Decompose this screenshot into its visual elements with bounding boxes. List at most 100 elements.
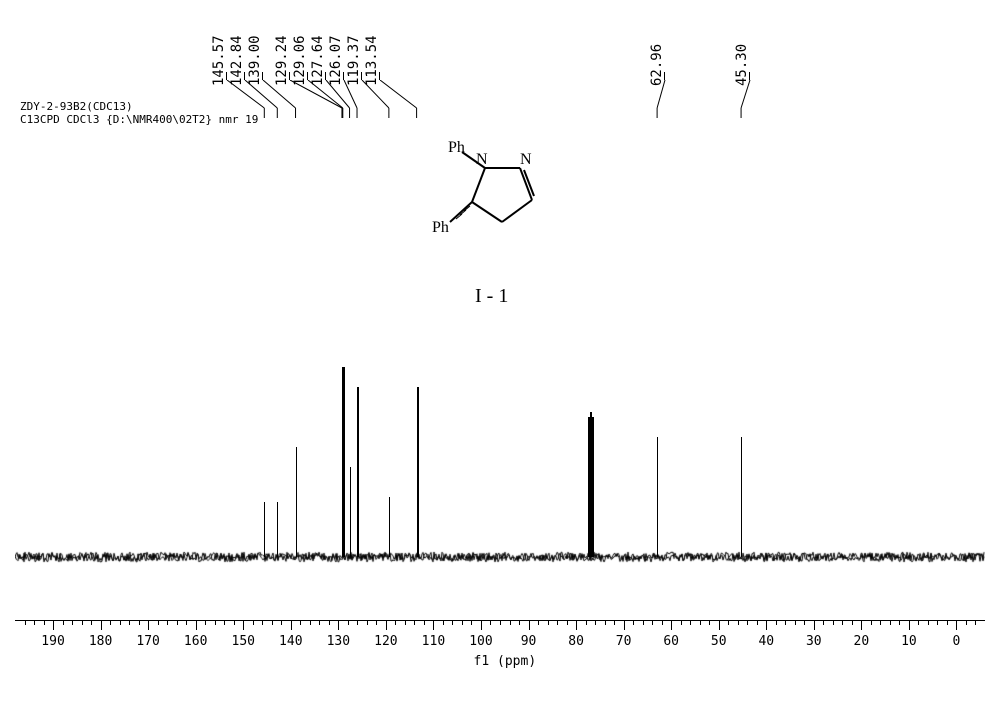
axis-tick-minor [72,620,73,625]
axis-tick-minor [414,620,415,625]
axis-tick-major [529,620,530,630]
axis-tick-minor [890,620,891,625]
axis-tick-minor [110,620,111,625]
structure-n1: N [476,151,488,168]
axis-tick-minor [757,620,758,625]
axis-tick-minor [34,620,35,625]
axis-tick-minor [567,620,568,625]
axis-tick-minor [234,620,235,625]
axis-tick-label: 150 [231,634,254,649]
axis-tick-minor [443,620,444,625]
axis-tick-minor [918,620,919,625]
axis-tick-minor [595,620,596,625]
spectrum-peak [657,437,658,557]
axis-tick-minor [785,620,786,625]
axis-tick-label: 100 [469,634,492,649]
axis-tick-major [338,620,339,630]
axis-tick-minor [424,620,425,625]
axis-tick-major [481,620,482,630]
axis-tick-minor [329,620,330,625]
axis-tick-minor [947,620,948,625]
axis-tick-minor [272,620,273,625]
chemical-structure: Ph Ph N N [420,140,580,300]
spectrum-peak [343,367,345,557]
axis-tick-minor [633,620,634,625]
axis-tick-minor [348,620,349,625]
axis-tick-minor [490,620,491,625]
axis-tick-minor [880,620,881,625]
axis-tick-major [386,620,387,630]
axis-tick-major [766,620,767,630]
axis-tick-label: 160 [184,634,207,649]
axis-tick-minor [462,620,463,625]
axis-tick-minor [548,620,549,625]
axis-tick-minor [129,620,130,625]
axis-tick-minor [395,620,396,625]
axis-tick-minor [728,620,729,625]
spectrum-peak [741,437,742,557]
axis-tick-minor [586,620,587,625]
axis-tick-major [861,620,862,630]
axis-tick-major [148,620,149,630]
metadata-line-1: ZDY-2-93B2(CDC13) [20,100,258,113]
axis-tick-major [433,620,434,630]
spectrum-peak [592,417,594,557]
axis-tick-minor [25,620,26,625]
metadata-block: ZDY-2-93B2(CDC13) C13CPD CDCl3 {D:\NMR40… [20,100,258,126]
axis-tick-label: 190 [41,634,64,649]
axis-tick-minor [253,620,254,625]
spectrum-peak [417,387,419,557]
peak-value-label: 113.54 [364,35,380,86]
axis-tick-minor [63,620,64,625]
axis-tick-major [624,620,625,630]
axis-tick-minor [452,620,453,625]
axis-tick-minor [899,620,900,625]
axis-tick-minor [510,620,511,625]
axis-tick-minor [205,620,206,625]
structure-n2: N [520,151,532,168]
axis-tick-minor [500,620,501,625]
axis-tick-minor [405,620,406,625]
axis-tick-minor [376,620,377,625]
axis-tick-minor [367,620,368,625]
axis-tick-minor [776,620,777,625]
axis-tick-major [576,620,577,630]
axis-tick-minor [681,620,682,625]
metadata-line-2: C13CPD CDCl3 {D:\NMR400\02T2} nmr 19 [20,113,258,126]
axis-tick-label: 0 [953,634,961,649]
spectrum-plot [15,330,985,600]
axis-tick-label: 90 [521,634,537,649]
axis-tick-label: 140 [279,634,302,649]
axis-tick-minor [167,620,168,625]
axis-tick-minor [471,620,472,625]
axis-tick-label: 30 [806,634,822,649]
axis-tick-minor [158,620,159,625]
axis-tick-minor [871,620,872,625]
axis-tick-minor [357,620,358,625]
axis-tick-label: 50 [711,634,727,649]
axis-tick-label: 110 [422,634,445,649]
axis-tick-minor [300,620,301,625]
axis-tick-minor [215,620,216,625]
spectrum-peak [350,467,351,557]
axis-tick-label: 40 [758,634,774,649]
axis-tick-minor [662,620,663,625]
spectrum-peak [277,502,278,557]
axis-tick-minor [804,620,805,625]
axis-tick-label: 170 [136,634,159,649]
compound-label: I - 1 [475,285,508,308]
axis-tick-label: 10 [901,634,917,649]
axis-tick-minor [319,620,320,625]
structure-svg: Ph Ph N N [420,140,580,280]
axis-tick-minor [538,620,539,625]
axis-tick-minor [700,620,701,625]
axis-tick-minor [605,620,606,625]
axis-tick-major [671,620,672,630]
peak-label-region: 145.57142.84139.00129.24129.06127.64126.… [0,10,1000,90]
peak-value-label: 142.84 [229,35,245,86]
axis-tick-minor [747,620,748,625]
axis-tick-minor [310,620,311,625]
axis-tick-minor [709,620,710,625]
axis-title: f1 (ppm) [474,654,537,669]
axis-tick-minor [928,620,929,625]
